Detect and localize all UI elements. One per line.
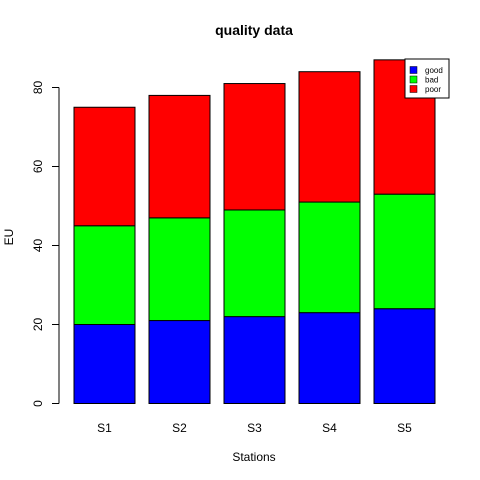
bar-segment-poor-S4 [298, 71, 361, 203]
y-tick-label: 0 [31, 400, 45, 407]
y-tick-label: 40 [31, 239, 45, 253]
bar-segment-bad-S4 [298, 201, 361, 314]
y-tick-label: 60 [31, 160, 45, 174]
x-tick-label: S4 [322, 421, 337, 435]
chart-title: quality data [215, 22, 293, 38]
bar-segment-poor-S2 [148, 94, 211, 219]
legend-label-bad: bad [425, 76, 438, 85]
bar-segment-good-S2 [148, 320, 211, 404]
legend-swatch-poor [409, 85, 418, 93]
bar-segment-bad-S1 [73, 225, 136, 325]
bar-segment-bad-S2 [148, 217, 211, 322]
x-tick-label: S5 [397, 421, 412, 435]
y-tick-label: 80 [31, 81, 45, 95]
x-tick-label: S2 [172, 421, 187, 435]
legend-label-good: good [425, 66, 443, 75]
x-tick-label: S1 [97, 421, 112, 435]
bar-segment-good-S5 [373, 308, 436, 405]
bar-segment-bad-S5 [373, 193, 436, 310]
bar-segment-good-S4 [298, 312, 361, 404]
legend-swatch-good [409, 66, 418, 74]
bar-segment-bad-S3 [223, 209, 286, 318]
y-axis-label: EU [2, 229, 16, 246]
bars-layer [73, 59, 436, 405]
bar-segment-poor-S1 [73, 106, 136, 227]
y-axis: 0 20 40 60 80 [31, 81, 60, 407]
bar-segment-good-S1 [73, 324, 136, 404]
x-axis-label: Stations [232, 450, 275, 464]
bar-segment-poor-S3 [223, 83, 286, 211]
legend-swatch-bad [409, 75, 418, 84]
legend-label-poor: poor [425, 85, 441, 94]
y-tick-label: 20 [31, 318, 45, 332]
x-tick-label: S3 [247, 421, 262, 435]
bar-segment-good-S3 [223, 316, 286, 405]
x-tick-labels: S1 S2 S3 S4 S5 [97, 421, 412, 435]
